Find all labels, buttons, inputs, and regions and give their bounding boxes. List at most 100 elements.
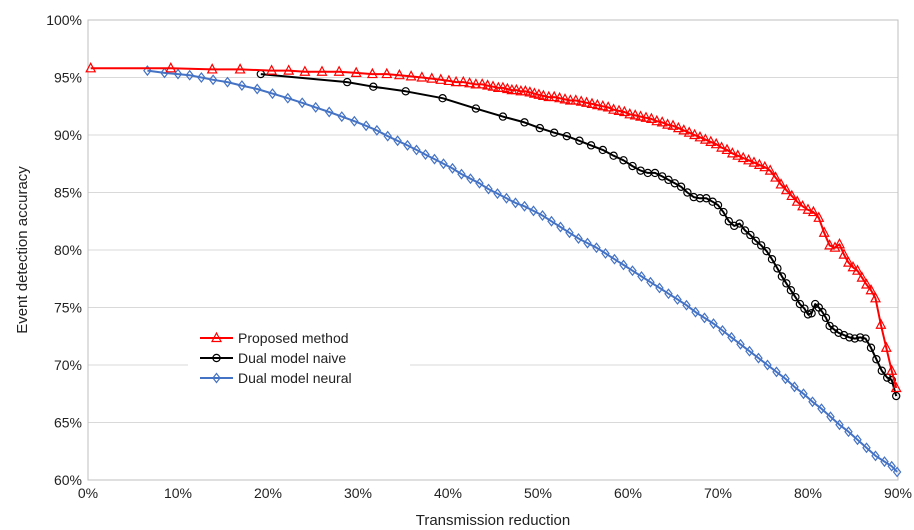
- data-point: [886, 364, 898, 375]
- data-point: [618, 105, 630, 117]
- data-point: [311, 101, 320, 113]
- data-point: [877, 366, 887, 375]
- data-point: [624, 108, 636, 119]
- data-point: [838, 248, 850, 259]
- data-point: [767, 255, 777, 264]
- x-tick-label: 0%: [78, 485, 98, 501]
- series-line: [260, 73, 898, 397]
- data-point: [268, 88, 277, 100]
- data-point: [803, 310, 813, 319]
- data-point: [574, 233, 583, 244]
- data-point: [718, 325, 727, 336]
- data-point: [724, 217, 734, 226]
- data-point: [165, 62, 177, 73]
- data-point: [401, 87, 410, 96]
- data-point: [421, 149, 430, 161]
- data-point: [732, 149, 744, 160]
- data-point: [682, 299, 691, 311]
- data-point: [554, 91, 566, 103]
- x-tick-label: 90%: [884, 485, 912, 501]
- data-point: [520, 200, 529, 212]
- data-point: [850, 334, 860, 343]
- data-point: [475, 177, 484, 189]
- data-point: [343, 77, 352, 87]
- data-point: [775, 178, 787, 189]
- x-tick-label: 50%: [524, 485, 552, 501]
- data-point: [807, 205, 819, 217]
- data-point: [887, 460, 896, 472]
- x-tick-label: 60%: [614, 485, 642, 501]
- data-point: [795, 299, 805, 309]
- data-point: [586, 97, 598, 109]
- y-tick-label: 60%: [54, 472, 82, 488]
- x-tick-label: 70%: [704, 485, 732, 501]
- series-line: [90, 67, 898, 389]
- data-point: [872, 355, 881, 364]
- data-point: [829, 241, 841, 252]
- data-point: [826, 411, 835, 423]
- data-point: [548, 90, 560, 102]
- data-point: [782, 279, 791, 288]
- data-point: [802, 203, 814, 214]
- legend-items: Proposed method Dual model naive Dual mode…: [200, 330, 352, 386]
- data-point: [393, 68, 405, 80]
- data-point: [730, 221, 739, 231]
- data-point: [880, 456, 889, 468]
- data-point: [691, 306, 700, 318]
- legend-label: Proposed method: [238, 330, 349, 346]
- data-point: [740, 226, 750, 235]
- y-tick-label: 80%: [54, 242, 82, 258]
- data-point: [835, 419, 844, 431]
- plot-area-frame: [87, 19, 899, 481]
- data-point: [807, 309, 816, 318]
- data-point: [635, 110, 647, 121]
- data-point: [745, 345, 754, 357]
- data-point: [713, 200, 723, 210]
- data-point: [786, 286, 796, 295]
- legend-label: Dual model neural: [238, 370, 352, 386]
- data-point: [839, 330, 849, 340]
- data-point: [702, 194, 711, 203]
- data-point: [405, 70, 417, 81]
- data-point: [636, 166, 645, 175]
- series-circle: [256, 69, 901, 401]
- data-point: [565, 227, 574, 239]
- legend-label: Dual model naive: [238, 350, 346, 366]
- data-point: [556, 221, 565, 233]
- data-point: [664, 175, 673, 185]
- data-point: [608, 103, 620, 114]
- data-point: [754, 352, 763, 364]
- data-point: [813, 211, 825, 222]
- data-point: [791, 195, 803, 206]
- data-point: [208, 74, 218, 86]
- data-point: [650, 168, 660, 178]
- y-tick-label: 65%: [54, 415, 82, 431]
- data-point: [324, 106, 334, 118]
- legend-marker: [212, 372, 221, 384]
- data-point: [716, 141, 728, 152]
- data-point: [597, 99, 609, 111]
- series-diamond: [143, 65, 902, 478]
- data-point: [575, 136, 584, 145]
- data-point: [283, 64, 295, 75]
- data-point: [709, 318, 718, 330]
- data-point: [852, 264, 863, 275]
- data-point: [748, 156, 760, 167]
- data-point: [890, 381, 902, 393]
- data-point: [781, 373, 790, 385]
- data-point: [676, 182, 686, 191]
- data-point: [619, 259, 628, 271]
- y-axis-title: Event detection accuracy: [14, 166, 31, 334]
- data-point: [892, 466, 902, 478]
- data-point: [316, 65, 328, 76]
- y-tick-label: 90%: [54, 127, 82, 143]
- data-point: [435, 73, 447, 84]
- data-point: [667, 119, 679, 130]
- data-point: [564, 94, 576, 105]
- data-point: [721, 143, 733, 155]
- data-point: [234, 63, 246, 74]
- data-point: [502, 192, 511, 204]
- data-point: [824, 239, 836, 250]
- data-point: [799, 388, 808, 400]
- data-point: [645, 112, 657, 124]
